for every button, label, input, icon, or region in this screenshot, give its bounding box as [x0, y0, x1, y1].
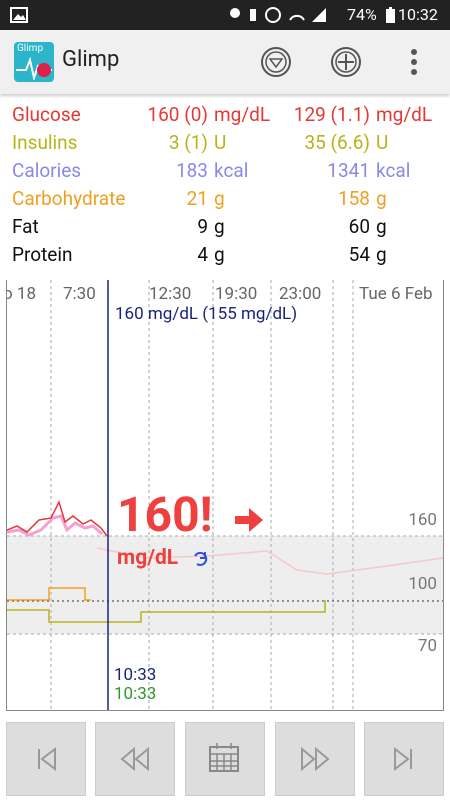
x-label: 12:30 — [149, 284, 192, 304]
calendar-button[interactable] — [185, 722, 265, 796]
app-title: Glimp — [62, 47, 120, 72]
unit-today: g — [214, 187, 225, 210]
battery-icon — [386, 7, 395, 23]
value-today: 3 (1) — [168, 131, 208, 154]
forward-icon — [301, 746, 330, 772]
status-bar: 74% 10:32 — [0, 0, 450, 30]
unit-total: g — [376, 187, 387, 210]
status-icons — [230, 7, 326, 23]
app-icon-label: Glimp — [17, 43, 44, 54]
time-label: 10:33 — [114, 665, 157, 685]
unit-today: g — [214, 243, 225, 266]
filter-button[interactable] — [258, 44, 294, 80]
x-label: Tue 6 Feb — [359, 284, 433, 304]
value-total: 129 (1.1) — [293, 103, 370, 126]
first-icon — [38, 746, 56, 772]
value-total: 35 (6.6) — [304, 131, 370, 154]
unit-today: g — [214, 215, 225, 238]
clock: 10:32 — [398, 5, 438, 24]
app-bar: Glimp Glimp — [0, 30, 450, 94]
value-total: 1341 — [327, 159, 370, 182]
rewind-icon — [120, 746, 149, 772]
value-today: 9 — [197, 215, 208, 238]
row-label: Calories — [12, 159, 82, 182]
graph-canvas — [7, 280, 443, 710]
app-icon[interactable]: Glimp — [14, 42, 54, 82]
unit-today: mg/dL — [214, 103, 271, 126]
y-label: 100 — [408, 574, 437, 594]
calendar-icon — [209, 743, 239, 772]
last-button[interactable] — [364, 722, 444, 796]
value-total: 54 — [348, 243, 370, 266]
unit-today: kcal — [214, 159, 249, 182]
add-button[interactable] — [328, 44, 364, 80]
x-label: 7:30 — [63, 284, 96, 304]
app-icon-graphic — [16, 56, 52, 80]
summary-row: Calories 183 kcal 1341 kcal — [0, 157, 450, 185]
value-today: 160 (0) — [147, 103, 208, 126]
menu-button[interactable] — [406, 46, 422, 78]
unit-total: g — [376, 215, 387, 238]
summary-row: Fat 9 g 60 g — [0, 213, 450, 241]
unit-total: g — [376, 243, 387, 266]
battery: 74% — [347, 5, 377, 24]
summary-row: Carbohydrate 21 g 158 g — [0, 185, 450, 213]
x-label: o 18 — [6, 284, 37, 304]
last-icon — [394, 746, 412, 772]
row-label: Glucose — [12, 103, 81, 126]
x-label: 19:30 — [215, 284, 258, 304]
value-today: 21 — [186, 187, 208, 210]
rewind-button[interactable] — [95, 722, 175, 796]
value-total: 158 — [337, 187, 370, 210]
gallery-icon — [10, 7, 28, 23]
first-button[interactable] — [6, 722, 86, 796]
time-label: 10:33 — [114, 684, 157, 704]
value-today: 183 — [175, 159, 208, 182]
summary-row: Insulins 3 (1) U 35 (6.6) U — [0, 129, 450, 157]
x-label: 23:00 — [279, 284, 322, 304]
current-unit: mg/dL — [117, 546, 179, 570]
unit-today: U — [214, 131, 227, 154]
row-label: Protein — [12, 243, 73, 266]
row-label: Fat — [12, 215, 39, 238]
value-total: 60 — [348, 215, 370, 238]
value-today: 4 — [197, 243, 208, 266]
unit-total: U — [376, 131, 389, 154]
y-label: 70 — [417, 636, 437, 656]
summary-row: Protein 4 g 54 g — [0, 241, 450, 269]
unit-total: mg/dL — [376, 103, 433, 126]
current-value: 160! — [117, 486, 213, 543]
graph: o 18 7:30 12:30 19:30 23:00 Tue 6 Feb 160 100 7… — [6, 280, 444, 711]
y-label: 160 — [408, 510, 437, 530]
unit-total: kcal — [376, 159, 411, 182]
reading-label: 160 mg/dL (155 mg/dL) — [115, 304, 298, 324]
row-label: Insulins — [12, 131, 78, 154]
row-label: Carbohydrate — [12, 187, 126, 210]
forward-button[interactable] — [275, 722, 355, 796]
summary-row: Glucose 160 (0) mg/dL 129 (1.1) mg/dL — [0, 101, 450, 129]
